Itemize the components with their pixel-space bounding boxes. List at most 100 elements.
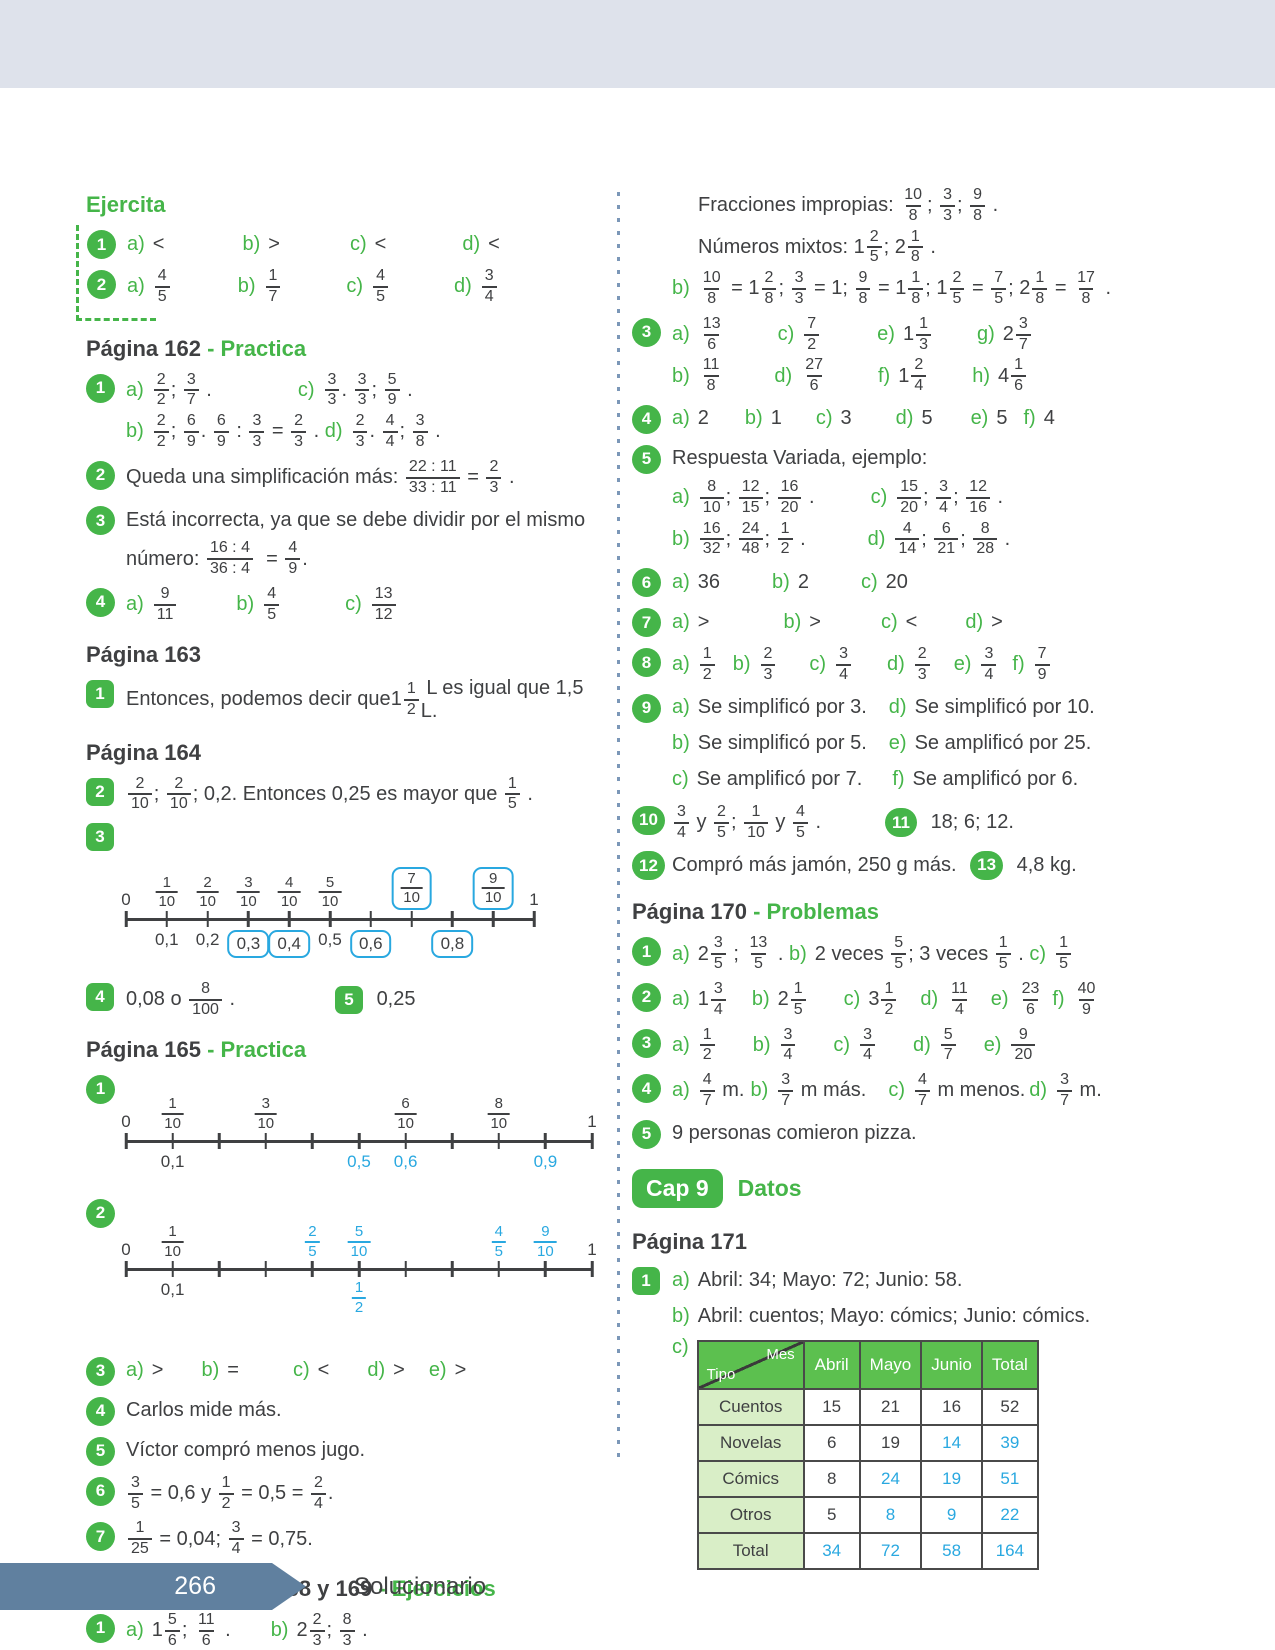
spacer bbox=[231, 1630, 271, 1631]
text: 5 bbox=[921, 407, 933, 430]
fraction-denominator: 3 bbox=[309, 1629, 325, 1650]
text: = bbox=[266, 420, 290, 443]
fraction-denominator: 8 bbox=[412, 430, 428, 451]
fraction-denominator: 10 bbox=[534, 1241, 557, 1260]
number-line-label: 0,5 bbox=[347, 1151, 371, 1171]
text: = bbox=[966, 277, 990, 300]
spacer bbox=[821, 334, 877, 335]
table-row: Novelas 6 19 14 39 bbox=[696, 1423, 1039, 1462]
fraction-denominator: 6 bbox=[704, 333, 720, 354]
text: y bbox=[769, 811, 791, 834]
answer-letter-label: c) bbox=[870, 486, 888, 509]
heading-page-label: Página 170 bbox=[632, 899, 747, 925]
fraction-denominator: 5 bbox=[1056, 953, 1071, 973]
item-number-badge: 3 bbox=[632, 317, 661, 347]
fraction-numerator: 4 bbox=[376, 267, 385, 284]
table-row: Otros 5 8 9 22 bbox=[696, 1495, 1039, 1534]
item-number-badge: 1 bbox=[86, 1074, 115, 1104]
math-line: a) 1 2 b) 2 3 c) 3 4 d) 2 3 e) 3 4 f) 7 9 bbox=[672, 645, 1178, 685]
table-cell: 51 bbox=[980, 1459, 1039, 1498]
answer-letter-label: c) bbox=[888, 1079, 905, 1102]
fraction: 8 28 bbox=[973, 520, 998, 559]
spacer bbox=[709, 418, 745, 419]
text: ; 0,2. Entonces 0,25 es mayor que bbox=[192, 782, 503, 805]
answer-letter-label: a) bbox=[672, 570, 690, 593]
section-heading: Ejercita bbox=[86, 192, 602, 218]
fraction-numerator: 6 bbox=[941, 519, 951, 537]
fraction-denominator: 3 bbox=[760, 663, 776, 684]
spacer bbox=[852, 418, 896, 419]
text: . bbox=[803, 486, 815, 509]
item-content: Víctor compró menos jugo. bbox=[126, 1432, 602, 1470]
fraction-denominator: 4 bbox=[228, 1538, 244, 1558]
math-line: a) 8 10; 12 15; 16 20 . c) 15 20; 3 4; 12 16 . bbox=[672, 478, 1178, 518]
spacer bbox=[1007, 418, 1023, 419]
text: m menos. bbox=[931, 1079, 1026, 1102]
number-line-tick bbox=[404, 1132, 407, 1149]
fraction-numerator: 8 bbox=[707, 477, 717, 495]
text: m. bbox=[1073, 1079, 1102, 1102]
text: Está incorrecta, ya que se debe dividir … bbox=[126, 508, 586, 531]
fraction: 1 10 bbox=[161, 1096, 184, 1132]
exercise-item: 7 a) > b) > c) < d) > bbox=[632, 603, 1178, 641]
table-cell: 19 bbox=[858, 1423, 923, 1462]
exercise-item: 1 0 1 10 3 10 6 10 8 10 1 0,1 0,5 0,6 0,9 bbox=[86, 1070, 602, 1192]
fraction-numerator: 16 bbox=[702, 519, 721, 537]
page-number: 266 bbox=[174, 1572, 216, 1600]
answer-letter-label: e) bbox=[970, 407, 989, 430]
table-cell: 16 bbox=[920, 1387, 983, 1426]
text: Se simplificó por 10. bbox=[914, 696, 1095, 719]
fraction-denominator: 4 bbox=[981, 663, 997, 684]
fraction-denominator: 6 bbox=[198, 1629, 214, 1650]
fraction-numerator: 3 bbox=[713, 979, 723, 997]
exercise-item: 1 a) Abril: 34; Mayo: 72; Junio: 58. b) Abri… bbox=[632, 1262, 1178, 1572]
fraction: 9 11 bbox=[153, 585, 177, 624]
number-line-tick bbox=[171, 1260, 174, 1277]
answer-letter-label: b) bbox=[672, 277, 690, 300]
fraction: 2 10 bbox=[196, 874, 219, 911]
fraction-numerator: 3 bbox=[131, 1473, 140, 1491]
text: Se amplificó por 7. bbox=[696, 768, 863, 791]
number-line-tick bbox=[287, 911, 291, 928]
text: . bbox=[987, 194, 999, 217]
fraction-denominator: 10 bbox=[237, 891, 260, 910]
answer-letter-label: a) bbox=[672, 1033, 690, 1056]
item-badge-column: 9 bbox=[632, 689, 672, 799]
answer-letter-label: f) bbox=[1023, 407, 1036, 430]
spacer bbox=[390, 286, 454, 287]
text: . bbox=[200, 378, 212, 401]
text: ; bbox=[170, 420, 182, 443]
fraction-numerator: 3 bbox=[984, 645, 994, 663]
item-badge-column: 2 bbox=[632, 978, 672, 1022]
answer-letter-label: c) bbox=[809, 653, 827, 676]
fraction-numerator: 3 bbox=[794, 269, 804, 287]
table-row-label: Cuentos bbox=[696, 1387, 805, 1426]
text: ; bbox=[181, 1619, 193, 1642]
answer-letter-label: b) bbox=[744, 407, 763, 430]
solution-section: Página 170 - Problemas 1 a) 2 3 5 ; 13 5 . b) 2… bbox=[632, 899, 1178, 1213]
fraction-numerator: 2 bbox=[869, 227, 879, 245]
fraction-numerator: 2 bbox=[489, 457, 499, 475]
item-badge-column: 2 bbox=[87, 265, 127, 309]
item-content: a) 1 2 b) 2 3 c) 3 4 d) 2 3 e) 3 4 f) 7 9 bbox=[672, 643, 1178, 687]
fraction-numerator: 3 bbox=[677, 802, 686, 820]
text: > bbox=[454, 1359, 467, 1382]
text: ; bbox=[925, 277, 937, 300]
fraction: 11 8 bbox=[700, 357, 723, 395]
text: 0,08 o bbox=[126, 988, 188, 1011]
fraction-denominator: 6 bbox=[806, 375, 822, 395]
spacer bbox=[932, 664, 954, 665]
number-line-label: 0,1 bbox=[160, 1279, 185, 1299]
fraction-denominator: 2 bbox=[351, 1296, 367, 1316]
